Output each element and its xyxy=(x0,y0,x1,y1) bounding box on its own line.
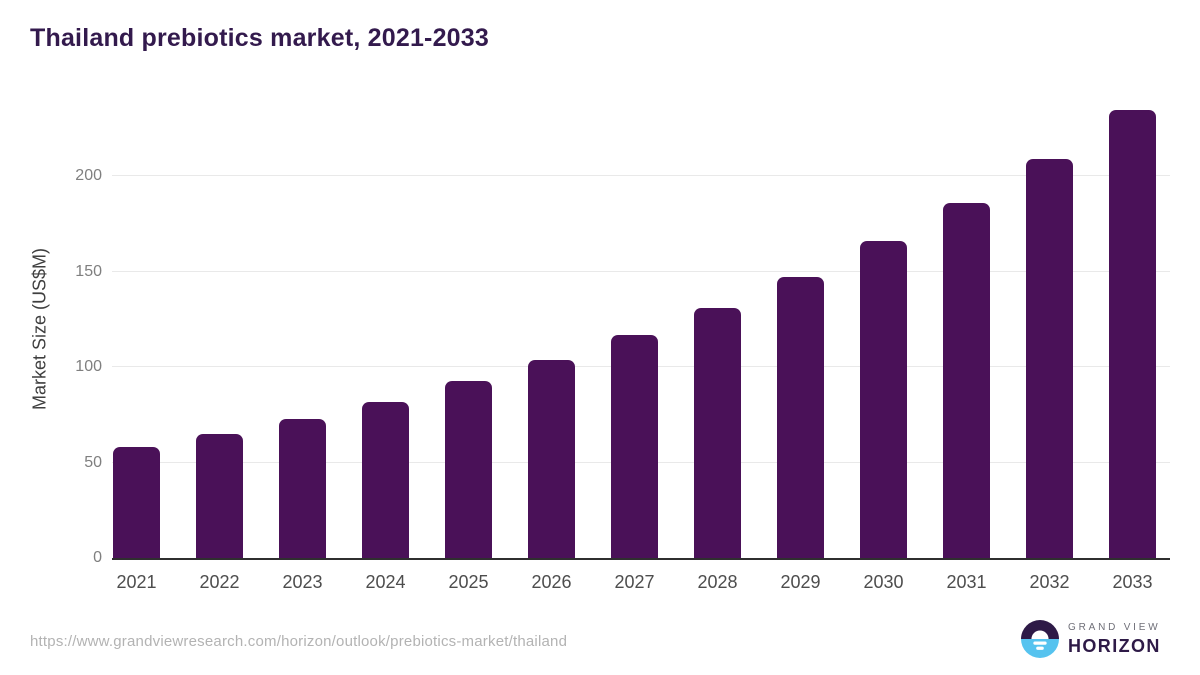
grand-view-horizon-logo: GRAND VIEW HORIZON xyxy=(1021,620,1161,658)
bar-2032[interactable] xyxy=(1026,159,1073,558)
x-tick-label-2033: 2033 xyxy=(1112,572,1153,592)
bar-2026[interactable] xyxy=(528,359,575,558)
source-url: https://www.grandviewresearch.com/horizo… xyxy=(30,633,568,650)
x-tick-label-2025: 2025 xyxy=(448,572,489,592)
bar-2029[interactable] xyxy=(777,277,824,558)
x-tick-label-2021: 2021 xyxy=(116,572,157,592)
bar-2024[interactable] xyxy=(362,401,409,558)
y-tick-label-0: 0 xyxy=(93,549,102,566)
bar-2022[interactable] xyxy=(196,433,243,558)
chart-title: Thailand prebiotics market, 2021-2033 xyxy=(30,24,489,52)
x-tick-label-2022: 2022 xyxy=(199,572,240,592)
bar-series xyxy=(113,109,1156,558)
y-tick-label-200: 200 xyxy=(75,167,102,185)
bar-2023[interactable] xyxy=(279,418,326,558)
x-tick-label-2023: 2023 xyxy=(282,572,323,592)
x-axis-tick-labels: 2021 2022 2023 2024 2025 2026 2027 2028 2029 2030… xyxy=(113,572,1156,593)
bar-2031[interactable] xyxy=(943,203,990,558)
x-tick-label-2032: 2032 xyxy=(1029,572,1070,592)
y-tick-label-100: 100 xyxy=(75,358,102,376)
bar-2025[interactable] xyxy=(445,380,492,558)
x-tick-label-2030: 2030 xyxy=(863,572,904,592)
plot-area: Market Size (US$M) 0 50 100 150 200 2021 2022… xyxy=(30,100,1170,592)
x-tick-label-2024: 2024 xyxy=(365,572,406,592)
logo-grand-view: GRAND VIEW xyxy=(1068,621,1161,633)
bar-2028[interactable] xyxy=(694,308,741,558)
x-tick-label-2027: 2027 xyxy=(614,572,655,592)
logo-horizon: HORIZON xyxy=(1068,635,1161,656)
y-tick-label-150: 150 xyxy=(75,262,102,280)
bar-2030[interactable] xyxy=(860,241,907,558)
logo-wordmark: GRAND VIEW HORIZON xyxy=(1068,622,1161,657)
bar-2027[interactable] xyxy=(611,334,658,558)
x-tick-label-2029: 2029 xyxy=(780,572,821,592)
bar-2021[interactable] xyxy=(113,447,160,558)
x-tick-label-2028: 2028 xyxy=(697,572,738,592)
y-tick-label-50: 50 xyxy=(84,453,102,471)
x-tick-label-2031: 2031 xyxy=(946,572,987,592)
gridline-150 xyxy=(112,270,1170,272)
y-axis-title: Market Size (US$M) xyxy=(29,247,50,411)
gridline-200 xyxy=(112,175,1170,177)
bar-2033[interactable] xyxy=(1109,109,1156,558)
x-tick-label-2026: 2026 xyxy=(531,572,572,592)
horizon-sun-icon xyxy=(1021,620,1059,658)
